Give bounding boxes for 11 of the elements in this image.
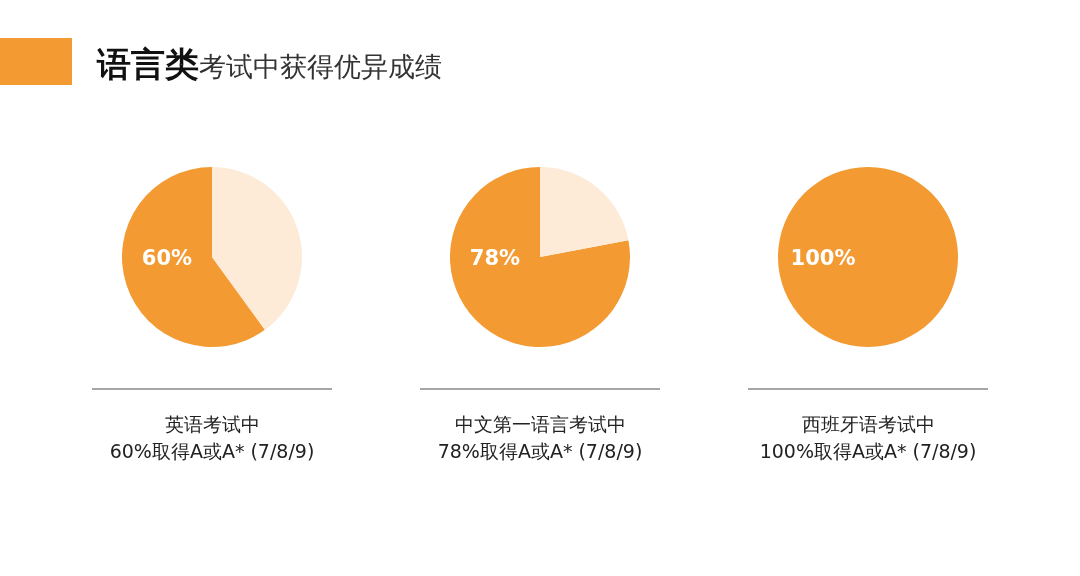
- text: 西班牙语考试中: [801, 413, 935, 435]
- text: 60%取得A或A* (7/8/9): [109, 440, 315, 462]
- data-label: 60%: [141, 246, 193, 270]
- text: 中文第一语言考试中: [454, 413, 626, 435]
- text: 78%取得A或A* (7/8/9): [437, 440, 643, 462]
- chart-subtitle: 考试中获得优异成绩: [199, 51, 442, 82]
- data-label: 100%: [790, 246, 856, 270]
- text: 英语考试中: [164, 413, 260, 435]
- data-label: 78%: [469, 246, 521, 270]
- chart-title: 语言类: [96, 44, 199, 84]
- text: 100%取得A或A* (7/8/9): [759, 440, 977, 462]
